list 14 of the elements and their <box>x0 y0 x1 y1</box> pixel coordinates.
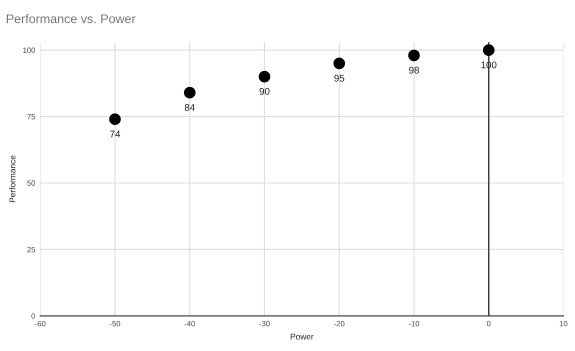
point <box>408 50 420 62</box>
chart-title: Performance vs. Power <box>6 14 136 24</box>
point <box>109 113 121 126</box>
point <box>333 58 346 70</box>
data-label: 84 <box>184 104 195 111</box>
data-label: 74 <box>110 130 120 138</box>
data-label: 90 <box>260 88 270 95</box>
x-axis-title: Power <box>290 334 314 340</box>
y-axis-title: Performance <box>9 156 16 202</box>
point <box>258 70 270 82</box>
point <box>184 86 196 98</box>
point <box>482 44 495 56</box>
data-label: 98 <box>409 66 419 74</box>
data-label: 95 <box>334 74 344 82</box>
